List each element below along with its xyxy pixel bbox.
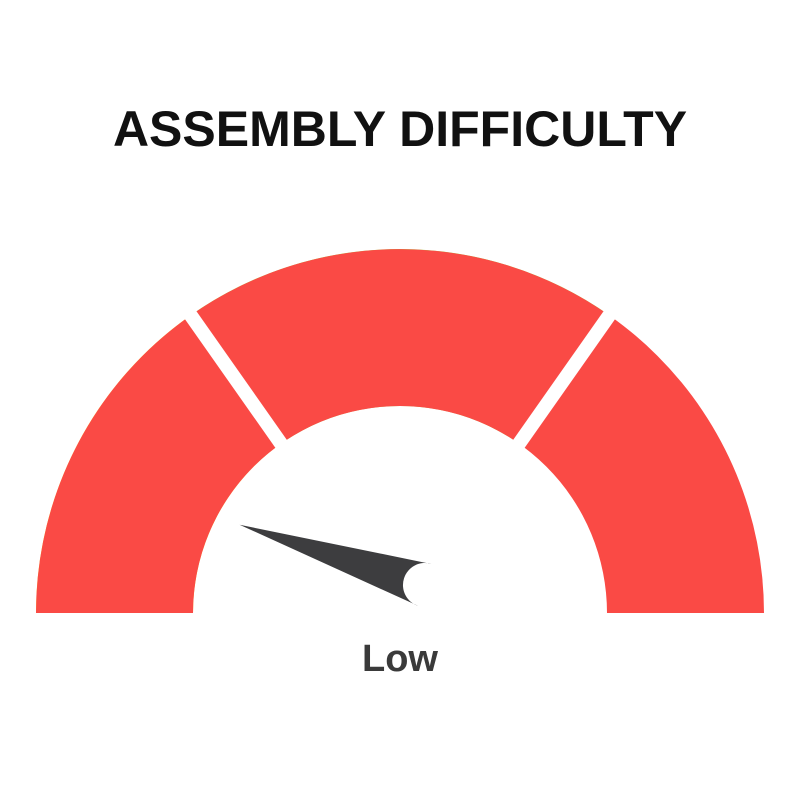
- segment-high: [36, 249, 764, 613]
- segment-gap: [182, 307, 290, 452]
- gauge-value-label: Low: [362, 638, 438, 680]
- needle: [239, 524, 432, 606]
- gauge-title: ASSEMBLY DIFFICULTY: [112, 101, 688, 157]
- segment-gap: [510, 307, 618, 452]
